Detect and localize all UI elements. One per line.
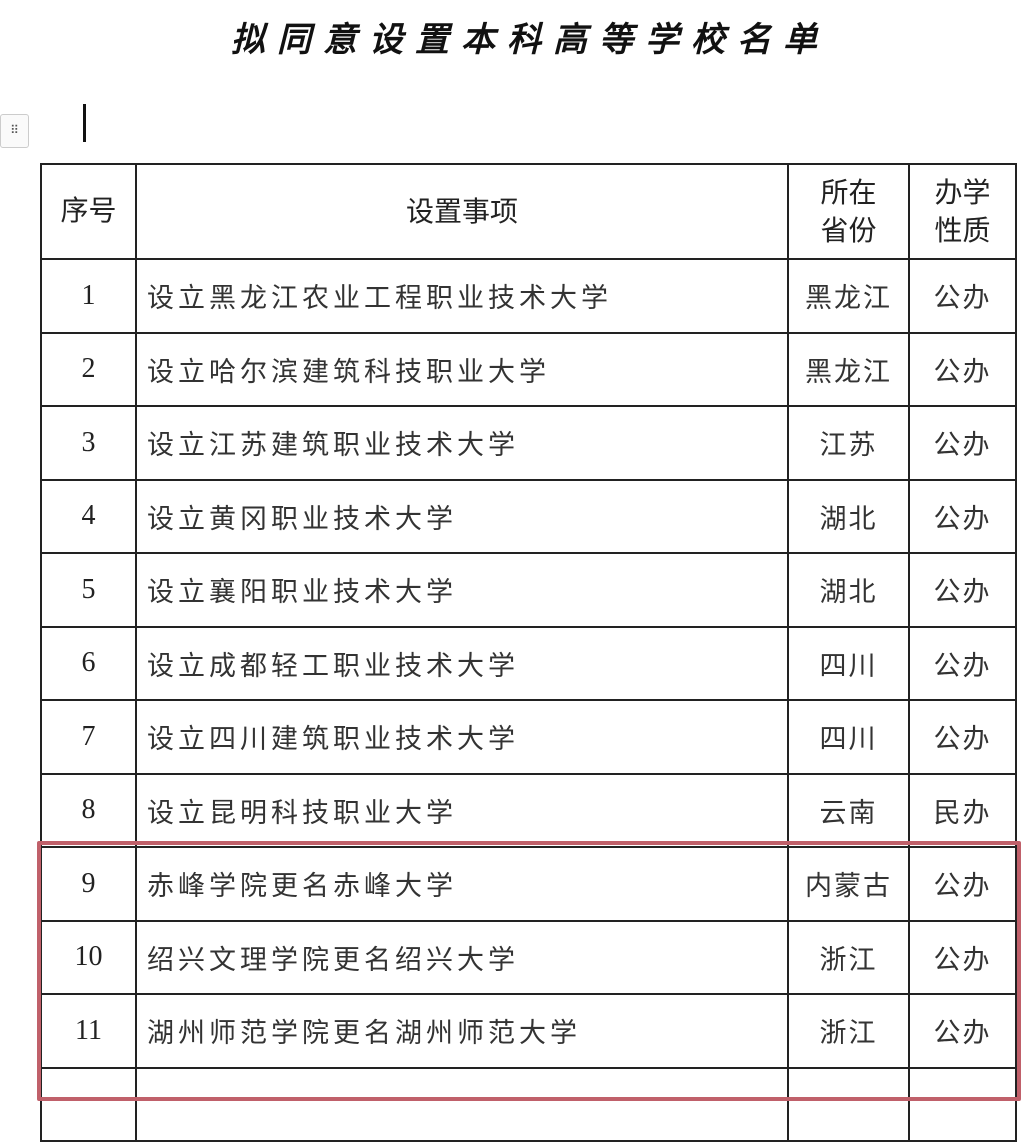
header-province: 所在省份 — [787, 163, 910, 260]
row-type: 公办 — [908, 478, 1017, 554]
row-number — [40, 1066, 137, 1142]
row-type: 公办 — [908, 331, 1017, 407]
row-type — [908, 1066, 1017, 1142]
table-row: 11 湖州师范学院更名湖州师范大学 浙江 公办 — [40, 993, 1017, 1069]
document-title: 拟同意设置本科高等学校名单 — [231, 20, 829, 60]
table-row: 1 设立黑龙江农业工程职业技术大学 黑龙江 公办 — [40, 258, 1017, 334]
header-type-text: 办学性质 — [934, 175, 991, 247]
row-province: 云南 — [787, 772, 910, 848]
row-province: 四川 — [787, 699, 910, 775]
row-number: 5 — [40, 552, 137, 628]
row-province: 湖北 — [787, 478, 910, 554]
row-item: 设立黄冈职业技术大学 — [135, 478, 789, 554]
row-type: 民办 — [908, 772, 1017, 848]
row-number: 1 — [40, 258, 137, 334]
row-number: 3 — [40, 405, 137, 481]
row-type: 公办 — [908, 993, 1017, 1069]
row-number: 9 — [40, 846, 137, 922]
row-province: 黑龙江 — [787, 258, 910, 334]
row-type: 公办 — [908, 625, 1017, 701]
table-header-row: 序号 设置事项 所在省份 办学性质 — [40, 163, 1017, 260]
row-number: 8 — [40, 772, 137, 848]
row-item: 赤峰学院更名赤峰大学 — [135, 846, 789, 922]
header-no: 序号 — [40, 163, 137, 260]
drag-handle-icon[interactable]: ⠿ — [0, 114, 29, 148]
row-province: 浙江 — [787, 993, 910, 1069]
row-type: 公办 — [908, 552, 1017, 628]
row-type: 公办 — [908, 846, 1017, 922]
row-item: 设立襄阳职业技术大学 — [135, 552, 789, 628]
row-number: 11 — [40, 993, 137, 1069]
row-province: 湖北 — [787, 552, 910, 628]
row-item: 设立江苏建筑职业技术大学 — [135, 405, 789, 481]
row-type: 公办 — [908, 405, 1017, 481]
text-cursor — [83, 104, 86, 142]
row-province: 江苏 — [787, 405, 910, 481]
row-item — [135, 1066, 789, 1142]
row-type: 公办 — [908, 258, 1017, 334]
header-type: 办学性质 — [908, 163, 1017, 260]
header-province-text: 所在省份 — [820, 175, 877, 247]
row-item: 设立昆明科技职业大学 — [135, 772, 789, 848]
table-row: 2 设立哈尔滨建筑科技职业大学 黑龙江 公办 — [40, 331, 1017, 407]
table-row: 4 设立黄冈职业技术大学 湖北 公办 — [40, 478, 1017, 554]
row-item: 设立四川建筑职业技术大学 — [135, 699, 789, 775]
row-number: 2 — [40, 331, 137, 407]
table-row: 10 绍兴文理学院更名绍兴大学 浙江 公办 — [40, 919, 1017, 995]
row-number: 7 — [40, 699, 137, 775]
row-province — [787, 1066, 910, 1142]
row-province: 内蒙古 — [787, 846, 910, 922]
row-item: 湖州师范学院更名湖州师范大学 — [135, 993, 789, 1069]
table-row: 5 设立襄阳职业技术大学 湖北 公办 — [40, 552, 1017, 628]
table-row: 8 设立昆明科技职业大学 云南 民办 — [40, 772, 1017, 848]
row-type: 公办 — [908, 919, 1017, 995]
row-item: 设立成都轻工职业技术大学 — [135, 625, 789, 701]
row-item: 绍兴文理学院更名绍兴大学 — [135, 919, 789, 995]
header-item: 设置事项 — [135, 163, 789, 260]
table-row: 9 赤峰学院更名赤峰大学 内蒙古 公办 — [40, 846, 1017, 922]
row-number: 6 — [40, 625, 137, 701]
row-province: 黑龙江 — [787, 331, 910, 407]
table-row: 3 设立江苏建筑职业技术大学 江苏 公办 — [40, 405, 1017, 481]
row-item: 设立黑龙江农业工程职业技术大学 — [135, 258, 789, 334]
table-row — [40, 1066, 1017, 1142]
row-province: 四川 — [787, 625, 910, 701]
school-list-table: 序号 设置事项 所在省份 办学性质 1 设立黑龙江农业工程职业技术大学 黑龙江 公办 2… — [40, 163, 1017, 1142]
row-number: 10 — [40, 919, 137, 995]
row-number: 4 — [40, 478, 137, 554]
table-row: 7 设立四川建筑职业技术大学 四川 公办 — [40, 699, 1017, 775]
row-province: 浙江 — [787, 919, 910, 995]
row-type: 公办 — [908, 699, 1017, 775]
row-item: 设立哈尔滨建筑科技职业大学 — [135, 331, 789, 407]
table-row: 6 设立成都轻工职业技术大学 四川 公办 — [40, 625, 1017, 701]
